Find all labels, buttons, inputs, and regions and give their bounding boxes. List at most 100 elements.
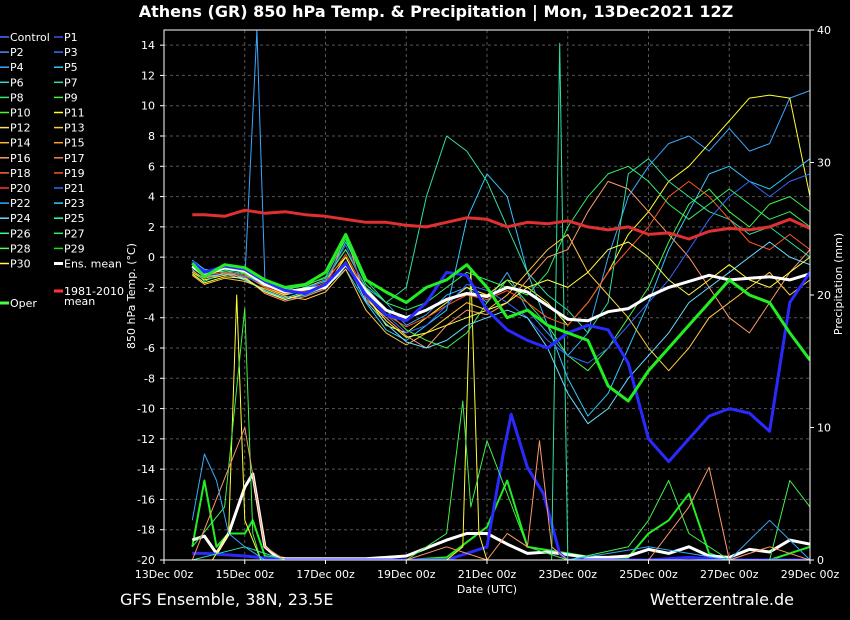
legend-entry-line: P3 (64, 46, 78, 59)
temperature-series (191, 30, 810, 464)
legend-entry-line: P19 (64, 167, 85, 180)
legend-entry: P18 (10, 167, 31, 180)
legend-entry-line: P8 (10, 91, 24, 104)
legend-entry: P20 (10, 182, 31, 195)
legend-entry: P9 (64, 91, 78, 104)
legend-entry: P21 (64, 182, 85, 195)
legend-entry-line: P22 (10, 197, 31, 210)
legend-entry-line: P6 (10, 76, 24, 89)
y-tick-label: 4 (148, 191, 155, 204)
y-tick-label: -2 (144, 281, 155, 294)
temp-line-3 (191, 135, 810, 334)
precipitation-series (191, 42, 810, 560)
x-tick-label: 27Dec 00z (700, 568, 759, 581)
legend-entry-line: Control (10, 31, 50, 44)
legend-entry-line: P2 (10, 46, 24, 59)
legend-entry-line: P11 (64, 107, 85, 120)
temp-line-8 (191, 173, 810, 364)
y2-axis-ticks: 0 10 20 30 40 (810, 24, 831, 567)
legend-entry: P25 (64, 212, 85, 225)
legend-entry-line: P4 (10, 61, 24, 74)
legend-entry: P12 (10, 122, 31, 135)
chart-title: Athens (GR) 850 hPa Temp. & Precipitatio… (139, 2, 734, 22)
y2-tick-label: 40 (817, 24, 831, 37)
x-tick-label: 15Dec 00z (215, 568, 274, 581)
y-tick-label: -10 (137, 403, 155, 416)
x-axis-label: Date (UTC) (457, 583, 517, 596)
legend-entry: P15 (64, 137, 85, 150)
legend-entry: Oper (10, 297, 37, 310)
y2-tick-label: 10 (817, 422, 831, 435)
temp-line-4 (191, 188, 810, 372)
legend-entry-line: P9 (64, 91, 78, 104)
temp-line-12 (192, 208, 810, 241)
y-tick-label: 8 (148, 130, 155, 143)
temp-line-14 (191, 260, 810, 464)
legend-entry: 1981-2010 mean (64, 285, 124, 308)
legend-entry: P23 (64, 197, 85, 210)
y-tick-label: 14 (141, 39, 155, 52)
temp-line-1 (192, 94, 810, 334)
legend-entry-line: P20 (10, 182, 31, 195)
legend-entry-line: P30 (10, 258, 31, 271)
temp-line-9 (191, 241, 810, 425)
legend: Control P1 P2 P3 P4 P5 P6 P7 P8 P9 P10 P11 P12 P13 P14… (0, 31, 124, 310)
precip-line-0 (191, 479, 810, 560)
precip-line-2 (192, 412, 810, 560)
y-tick-label: -16 (137, 493, 155, 506)
y-tick-label: 10 (141, 100, 155, 113)
legend-entry-line: P26 (10, 227, 31, 240)
legend-entry-line: P10 (10, 107, 31, 120)
precip-line-6 (191, 427, 810, 560)
legend-entry: P2 (10, 46, 24, 59)
legend-entry: P11 (64, 107, 85, 120)
legend-entry: P29 (64, 242, 85, 255)
y-tick-label: -18 (137, 524, 155, 537)
legend-entry-line: P14 (10, 137, 31, 150)
legend-entry-line: P17 (64, 152, 85, 165)
x-tick-label: 25Dec 00z (619, 568, 678, 581)
x-tick-label: 21Dec 00z (458, 568, 517, 581)
legend-entry: P7 (64, 76, 78, 89)
legend-entry-line: P13 (64, 122, 85, 135)
legend-entry-line: P21 (64, 182, 85, 195)
y-tick-label: -4 (144, 312, 155, 325)
legend-entry: P28 (10, 242, 31, 255)
legend-entry: P3 (64, 46, 78, 59)
footer-source: GFS Ensemble, 38N, 23.5E (120, 590, 333, 609)
y-tick-label: -6 (144, 342, 155, 355)
legend-entry: P27 (64, 227, 85, 240)
legend-entry-line: P5 (64, 61, 78, 74)
y2-axis-label: Precipitation (mm) (832, 233, 845, 335)
x-axis-ticks: 13Dec 00z 15Dec 00z 17Dec 00z 19Dec 00z 21De… (135, 560, 840, 581)
x-tick-label: 29Dec 00z (781, 568, 840, 581)
y-tick-label: 6 (148, 160, 155, 173)
legend-entry-line: 1981-2010 (64, 285, 124, 298)
legend-entry: P30 (10, 258, 31, 271)
y-tick-label: -8 (144, 372, 155, 385)
y-tick-label: 2 (148, 221, 155, 234)
precip-line-5 (191, 307, 810, 560)
y2-tick-label: 20 (817, 289, 831, 302)
y-tick-label: -12 (137, 433, 155, 446)
legend-entry-line: P29 (64, 242, 85, 255)
x-tick-label: 17Dec 00z (296, 568, 355, 581)
precip-line-4 (192, 42, 810, 560)
legend-entry-line: P24 (10, 212, 31, 225)
legend-entry: P17 (64, 152, 85, 165)
legend-entry-line: P15 (64, 137, 85, 150)
temp-line-15 (191, 232, 810, 403)
temp-line-5 (191, 233, 810, 372)
x-tick-label: 23Dec 00z (538, 568, 597, 581)
y-tick-label: 0 (148, 251, 155, 264)
y-axis-ticks: 14 12 10 8 6 4 2 0 -2 -4 -6 -8 -10 -12 -14 -16 -18 -20 (137, 39, 164, 567)
legend-entry: P22 (10, 197, 31, 210)
temp-line-11 (191, 241, 810, 338)
y-tick-label: -20 (137, 554, 155, 567)
y-tick-label: -14 (137, 463, 155, 476)
x-tick-label: 13Dec 00z (135, 568, 194, 581)
legend-entry-line: P1 (64, 31, 78, 44)
legend-entry-line: P16 (10, 152, 31, 165)
legend-entry: P14 (10, 137, 31, 150)
legend-entry-line: P23 (64, 197, 85, 210)
